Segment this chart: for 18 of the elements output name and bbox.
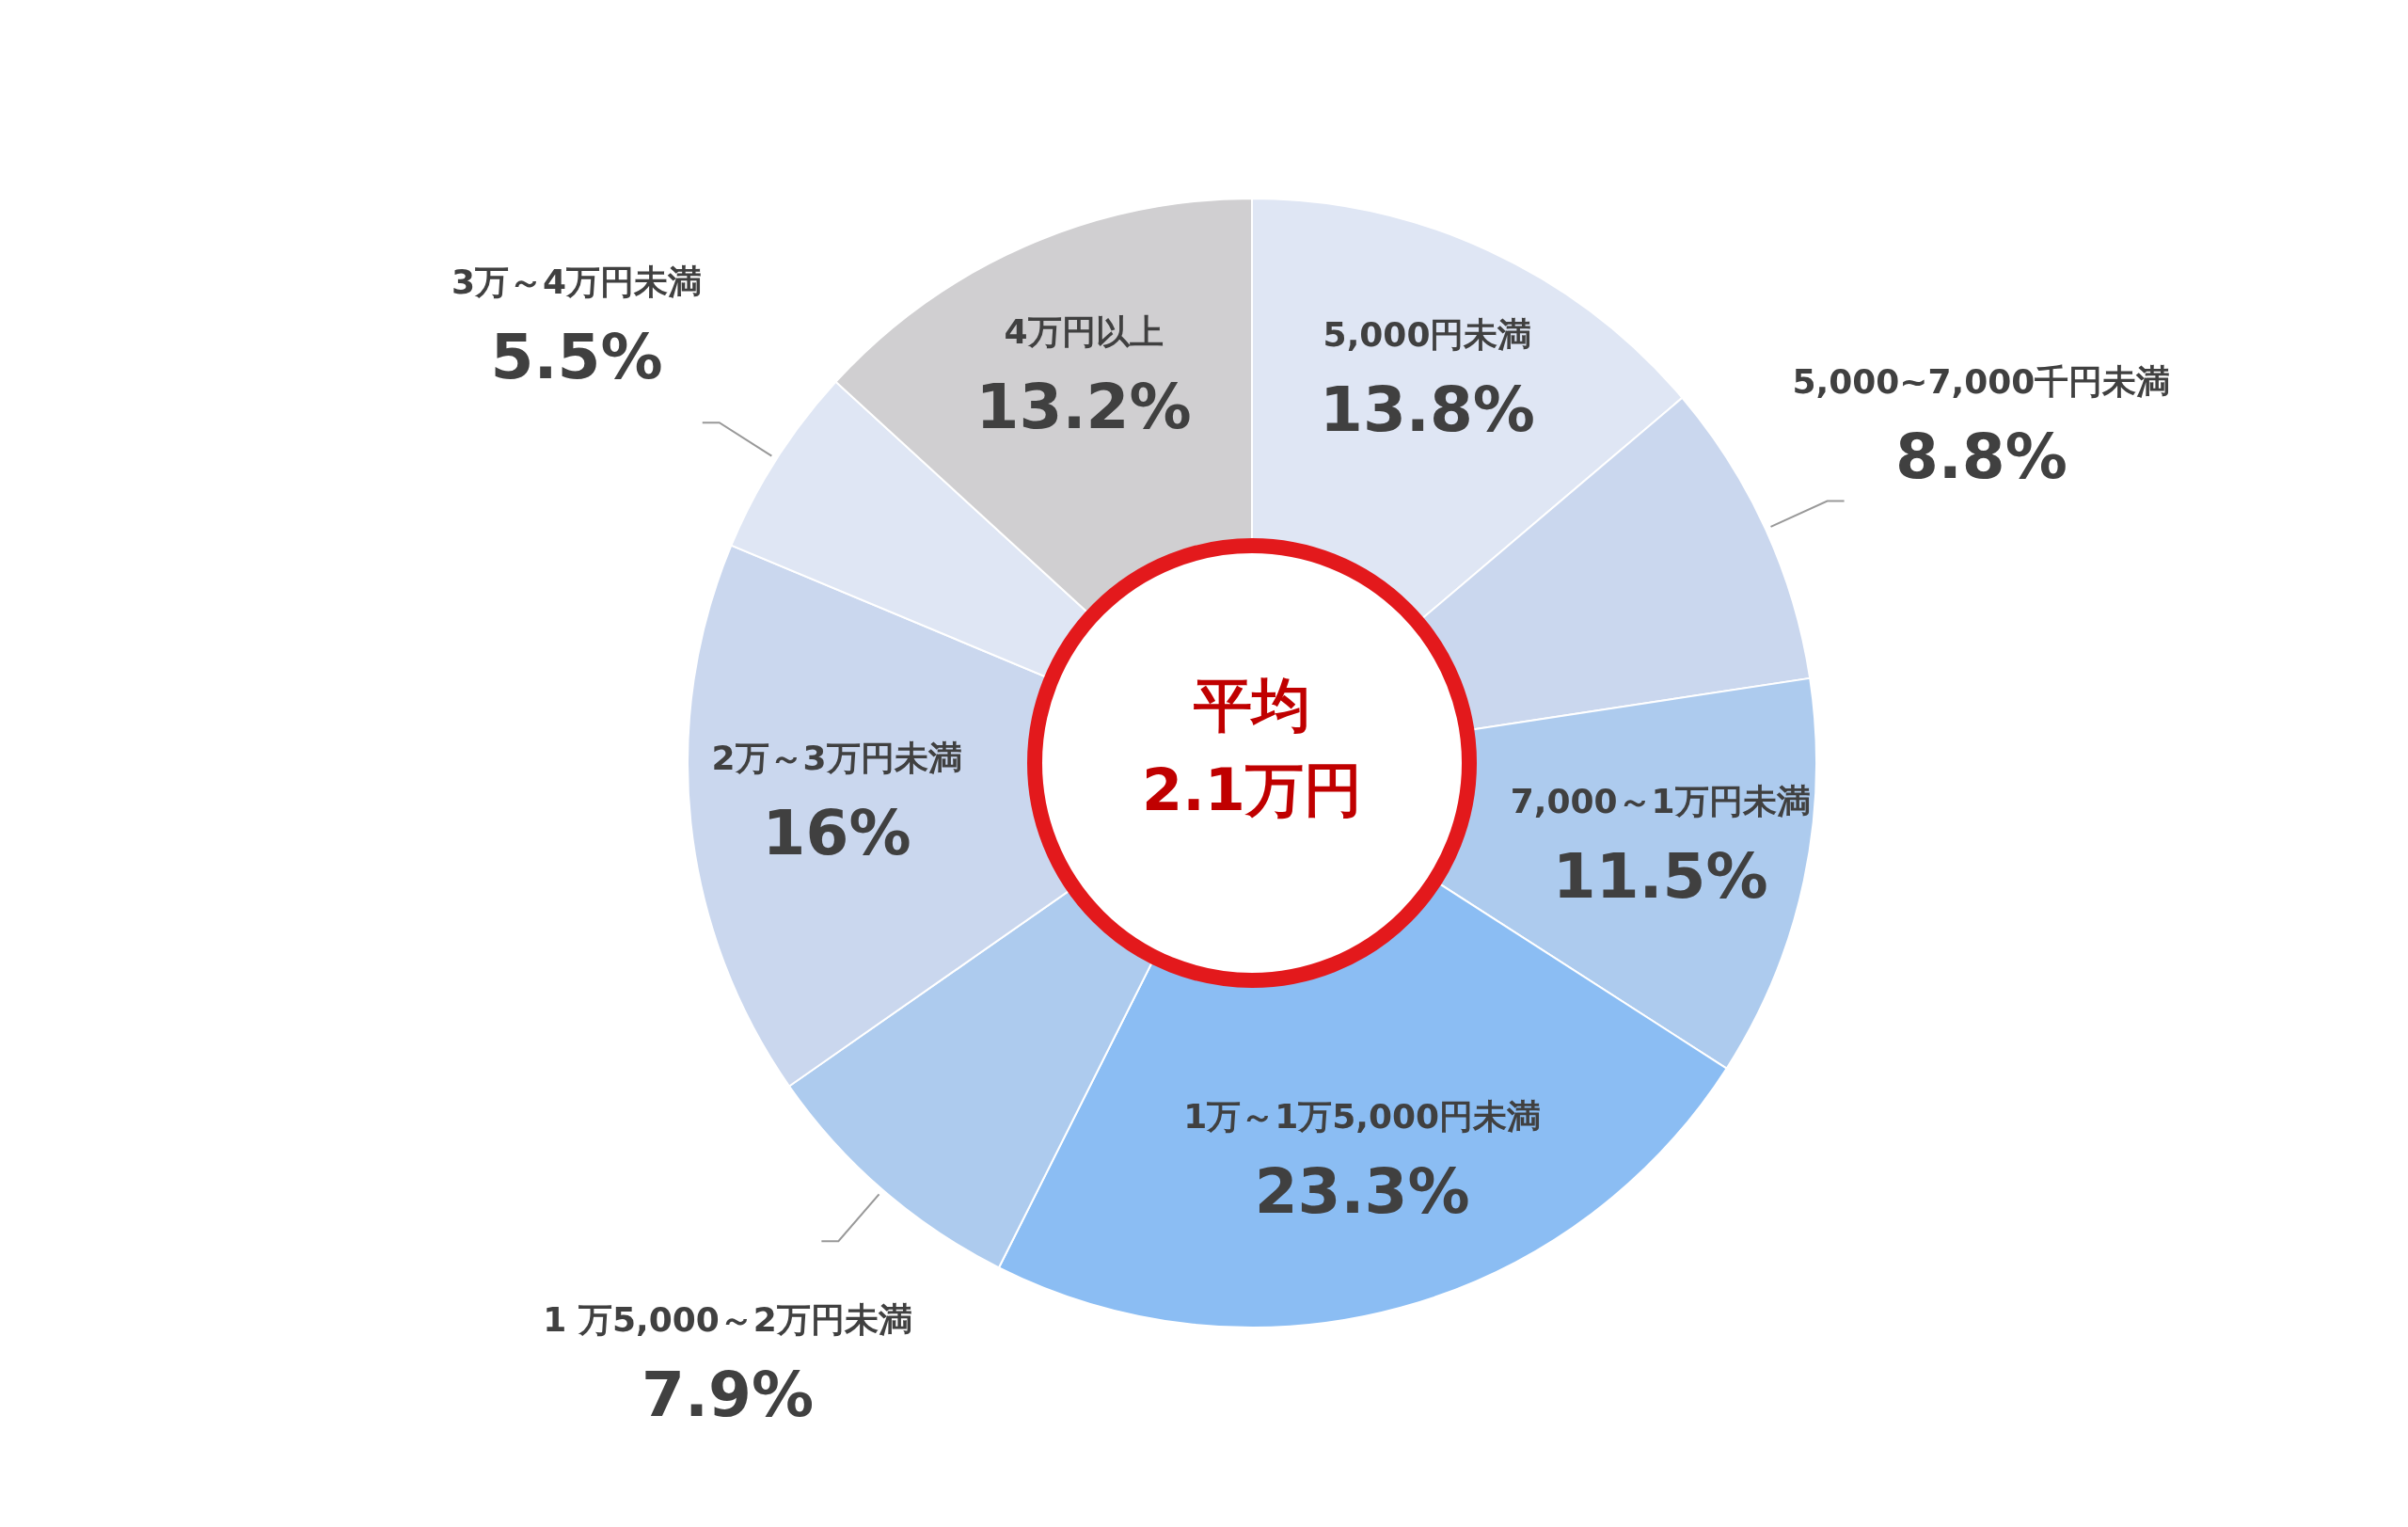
data-label: 13.8% [1320,374,1536,447]
data-label: 13.2% [975,370,1192,443]
text: 平均 [1193,671,1310,740]
slice-label: 1万～1万5,000円未満 [1183,1097,1542,1137]
data-label: 7.9% [642,1359,815,1432]
data-label: 11.5% [1552,839,1768,913]
slice-label: 5,000円未満 [1323,315,1532,355]
data-label: 23.3% [1254,1155,1470,1229]
slice-label: 5,000~7,000千円未満 [1792,361,2171,401]
data-label: 5.5% [490,321,663,394]
data-label: 16% [762,797,911,870]
slice-label: 4万円以上 [1004,311,1164,351]
text: 2.1万円 [1142,756,1362,824]
slice-label: 1 万5,000～2万円未満 [543,1300,912,1340]
slice-label: 3万～4万円未満 [452,262,703,302]
slice-label: 2万～3万円未満 [711,739,962,778]
slice-label: 7,000～1万円未満 [1510,781,1811,820]
data-label: 8.8% [1894,420,2067,493]
